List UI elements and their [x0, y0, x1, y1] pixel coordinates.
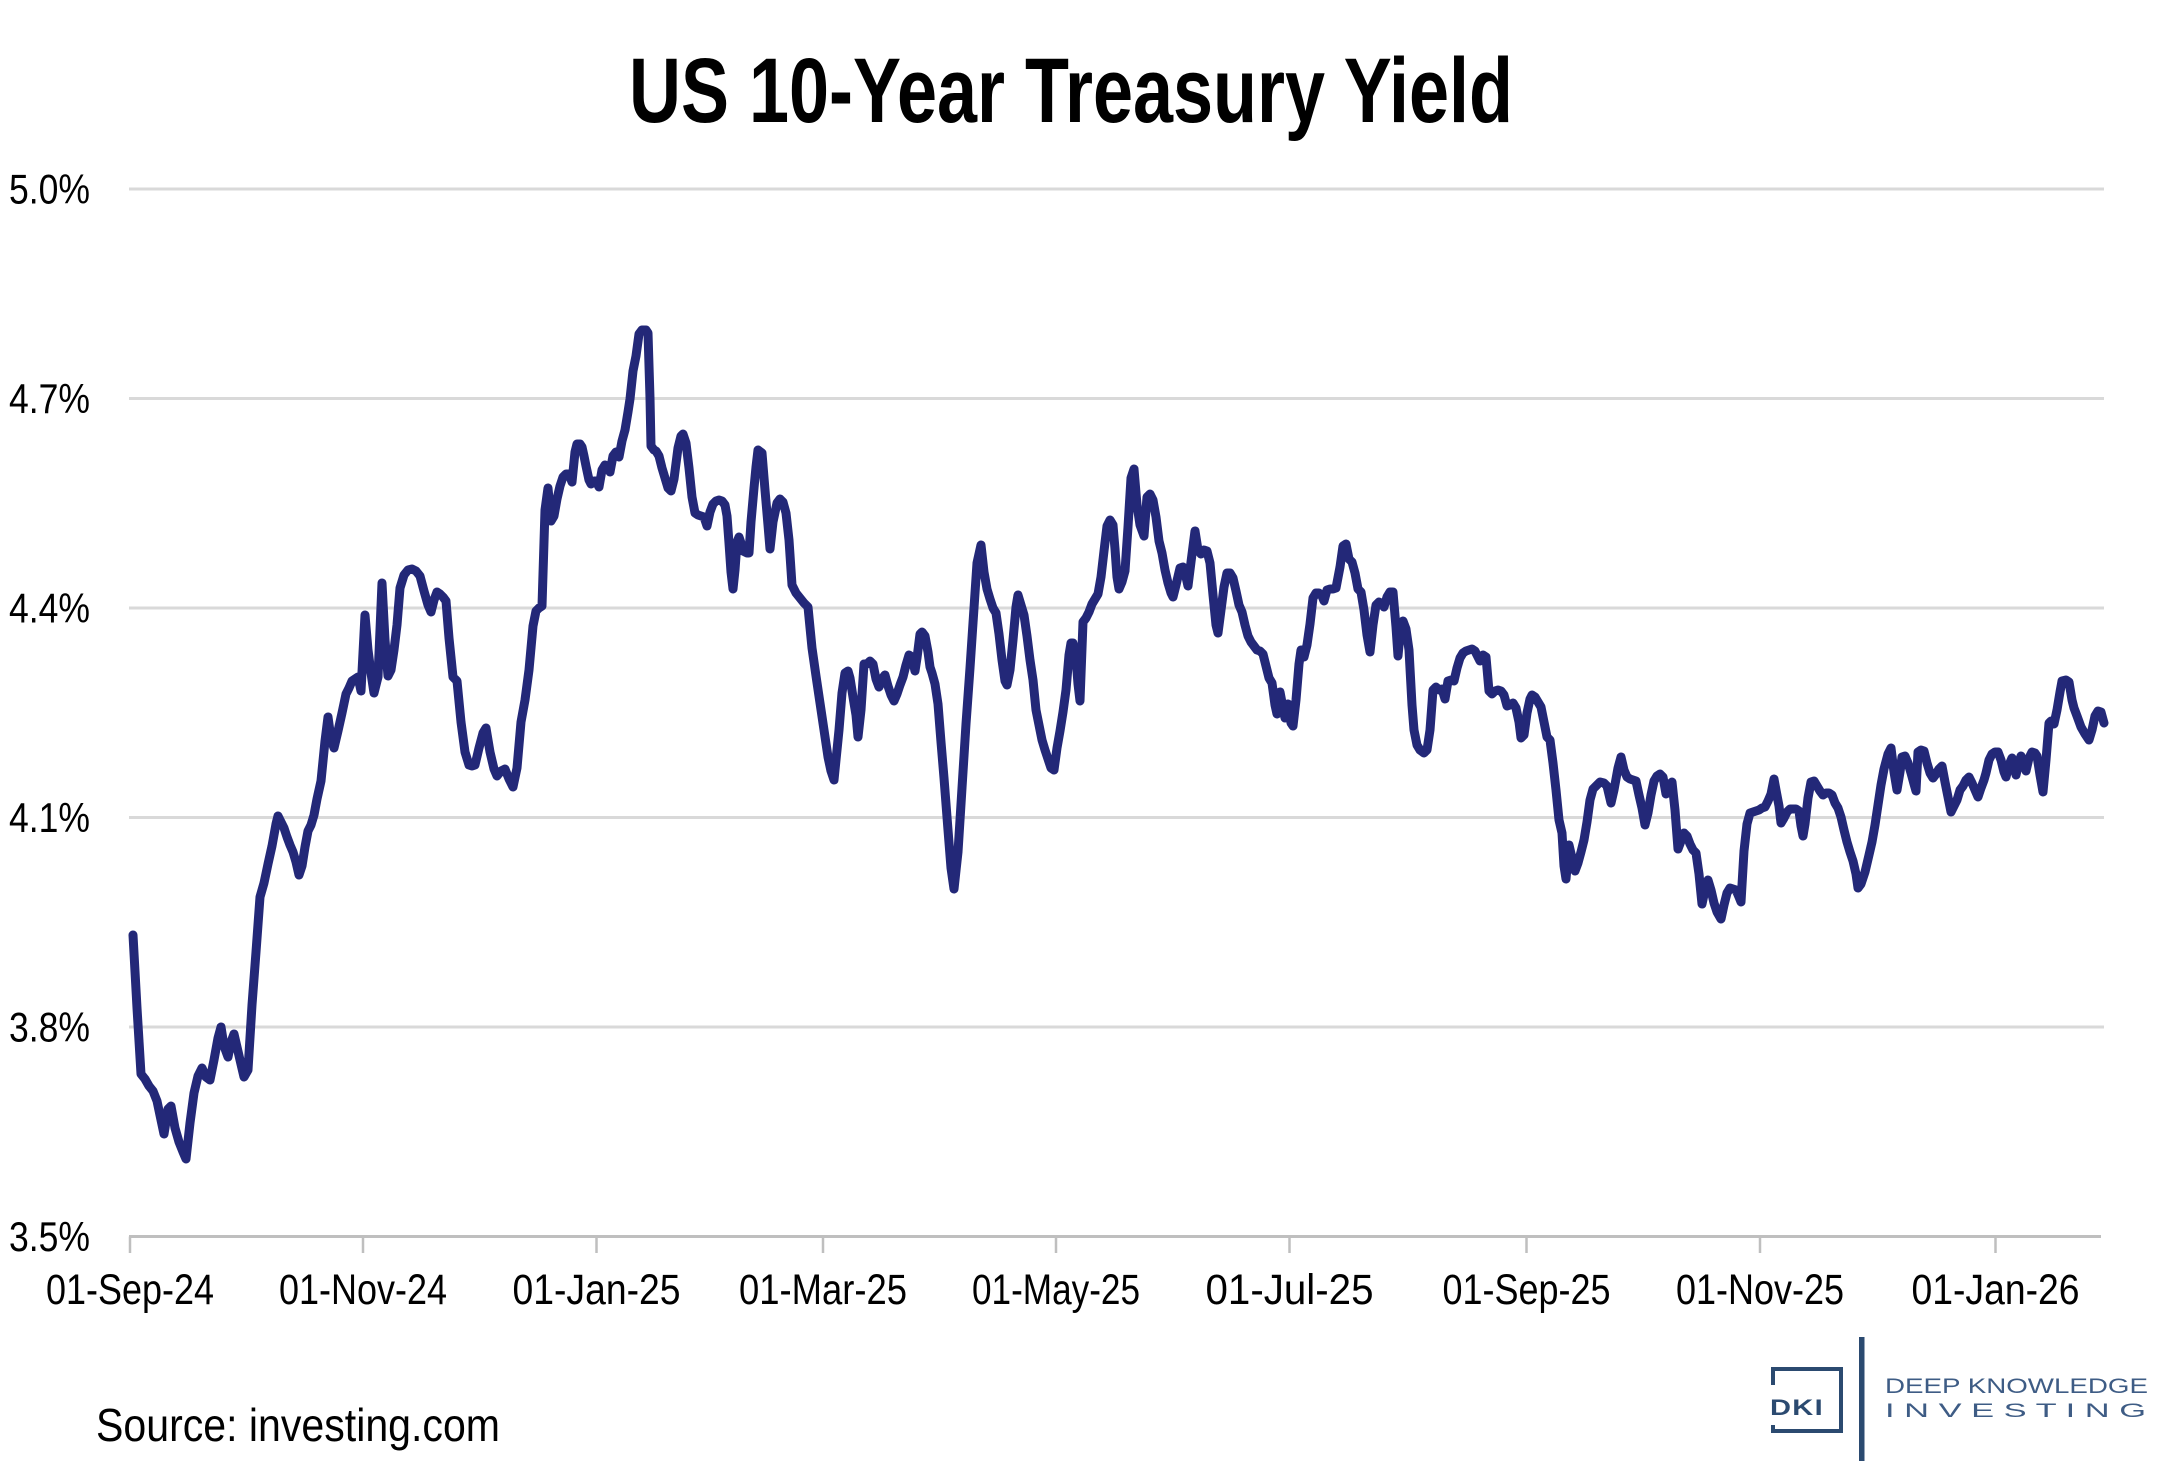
- svg-text:01-Mar-25: 01-Mar-25: [739, 1267, 907, 1314]
- svg-text:01-Nov-24: 01-Nov-24: [279, 1267, 447, 1314]
- svg-text:01-Jan-26: 01-Jan-26: [1912, 1267, 2080, 1314]
- svg-text:01-Sep-25: 01-Sep-25: [1443, 1267, 1611, 1314]
- svg-text:DKI: DKI: [1770, 1395, 1824, 1420]
- svg-text:DEEP KNOWLEDGE: DEEP KNOWLEDGE: [1885, 1375, 2148, 1398]
- svg-text:4.1%: 4.1%: [9, 794, 90, 841]
- svg-text:3.5%: 3.5%: [9, 1213, 90, 1260]
- svg-text:US 10-Year Treasury Yield: US 10-Year Treasury Yield: [629, 40, 1513, 142]
- svg-text:01-May-25: 01-May-25: [972, 1267, 1140, 1314]
- svg-text:01-Jul-25: 01-Jul-25: [1206, 1267, 1374, 1314]
- svg-text:4.4%: 4.4%: [9, 585, 90, 632]
- svg-text:5.0%: 5.0%: [9, 166, 90, 213]
- svg-text:I N V E S T I N G: I N V E S T I N G: [1885, 1401, 2146, 1422]
- svg-text:Source: investing.com: Source: investing.com: [96, 1399, 500, 1451]
- svg-text:4.7%: 4.7%: [9, 375, 90, 422]
- svg-text:01-Jan-25: 01-Jan-25: [513, 1267, 681, 1314]
- svg-text:3.8%: 3.8%: [9, 1004, 90, 1051]
- svg-text:01-Sep-24: 01-Sep-24: [46, 1267, 214, 1314]
- svg-text:01-Nov-25: 01-Nov-25: [1676, 1267, 1844, 1314]
